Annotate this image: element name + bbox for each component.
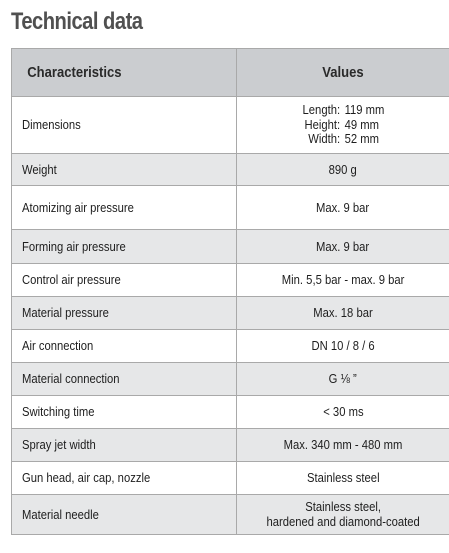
technical-data-table: Characteristics Values Dimensions Length… [11,48,449,535]
dimension-height-label: Height: [303,117,340,132]
row-value: Max. 18 bar [236,296,449,330]
row-value-material-needle: Stainless steel, hardened and diamond-co… [236,494,449,535]
table-row: Weight 890 g [11,153,449,186]
table-row: Gun head, air cap, nozzle Stainless stee… [11,461,449,495]
table-row: Control air pressure Min. 5,5 bar - max.… [11,263,449,297]
table-row-dimensions: Dimensions Length: 119 mm Height: 49 mm … [11,96,449,154]
row-label: Material needle [11,494,237,535]
dimension-length-label: Length: [302,103,340,118]
row-label: Forming air pressure [11,229,237,264]
table-row: Switching time < 30 ms [11,395,449,429]
table-row: Forming air pressure Max. 9 bar [11,229,449,264]
table-row: Atomizing air pressure Max. 9 bar [11,185,449,230]
dimension-height-value: 49 mm [344,117,379,132]
row-value: < 30 ms [236,395,449,429]
table-row-material-needle: Material needle Stainless steel, hardene… [11,494,449,535]
row-label: Gun head, air cap, nozzle [11,461,237,495]
table-row: Air connection DN 10 / 8 / 6 [11,329,449,363]
row-value: DN 10 / 8 / 6 [236,329,449,363]
dimension-width-value: 52 mm [344,132,379,147]
table-row: Spray jet width Max. 340 mm - 480 mm [11,428,449,462]
row-value: Stainless steel [236,461,449,495]
row-label: Dimensions [11,96,237,154]
dimension-length-value: 119 mm [344,103,384,118]
row-label: Material pressure [11,296,237,330]
needle-value-line-1: Stainless steel, [305,500,381,514]
row-value: Max. 9 bar [236,185,449,230]
row-label: Material connection [11,362,237,396]
row-label: Atomizing air pressure [11,185,237,230]
row-label: Control air pressure [11,263,237,297]
header-values: Values [236,48,449,97]
row-label: Switching time [11,395,237,429]
row-value: Max. 340 mm - 480 mm [236,428,449,462]
row-value: G ⅛ ” [236,362,449,396]
row-value: Max. 9 bar [236,229,449,264]
table-row: Material pressure Max. 18 bar [11,296,449,330]
row-value: 890 g [236,153,449,186]
table-row: Material connection G ⅛ ” [11,362,449,396]
header-characteristics: Characteristics [11,48,237,97]
row-value: Min. 5,5 bar - max. 9 bar [236,263,449,297]
needle-value-line-2: hardened and diamond-coated [266,514,420,529]
dimension-width-label: Width: [307,132,340,147]
row-label: Air connection [11,329,237,363]
row-label: Spray jet width [11,428,237,462]
page-title: Technical data [11,8,143,35]
row-label: Weight [11,153,237,186]
table-header-row: Characteristics Values [11,48,449,97]
row-value-dimensions: Length: 119 mm Height: 49 mm Width: 52 m… [236,96,449,154]
